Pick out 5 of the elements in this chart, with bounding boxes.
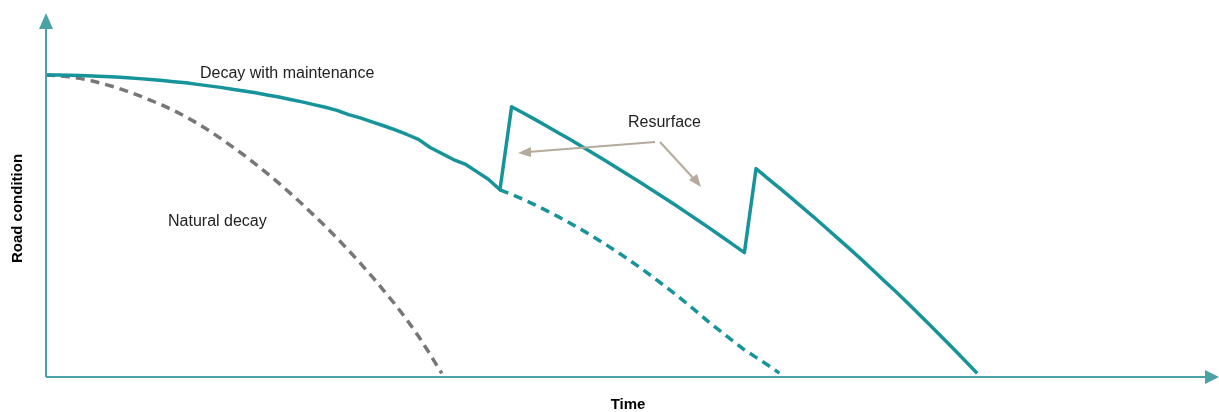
series-label: Decay with maintenance <box>200 64 375 82</box>
series-label: Natural decay <box>168 212 267 230</box>
x-axis-title: Time <box>610 395 646 412</box>
annotation: Resurface <box>628 113 702 131</box>
y-axis-title: Road condition <box>8 153 26 264</box>
